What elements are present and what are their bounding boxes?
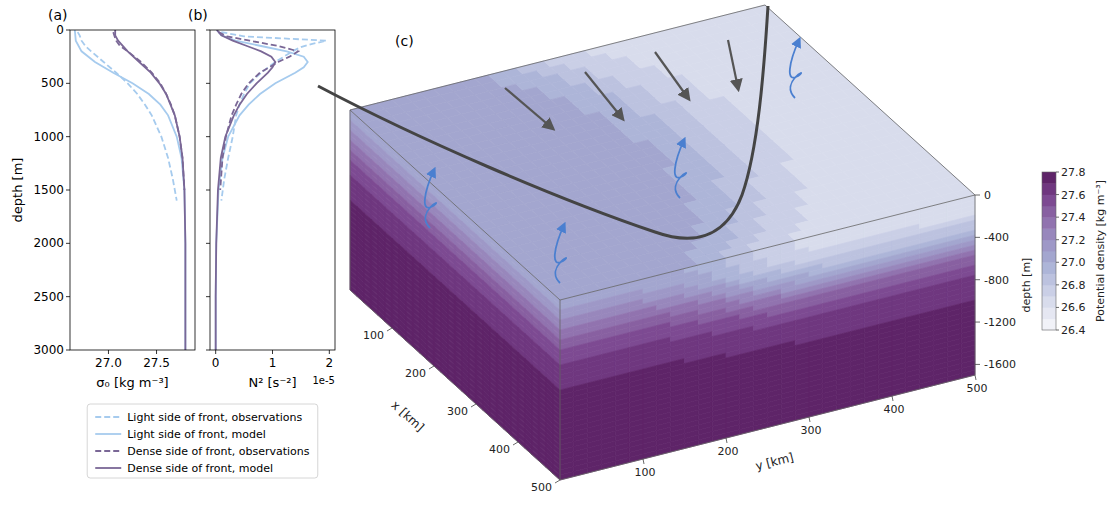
y-tick: [66, 350, 70, 351]
profile-line: [78, 32, 177, 201]
x-axis-title: σ₀ [kg m⁻³]: [96, 375, 168, 390]
x-tick-label: 2: [325, 356, 333, 370]
frame: [210, 30, 335, 350]
y-tick: [206, 243, 210, 244]
panel-1: 0 1 2 N² [s⁻²] 1e-5 (b): [188, 7, 335, 390]
x-tick-label: 27.0: [95, 356, 122, 370]
legend-label: Light side of front, model: [127, 428, 266, 441]
offset-label: 1e-5: [313, 375, 336, 386]
x-tick: [329, 350, 330, 354]
y-tick: [66, 296, 70, 297]
profile-line: [216, 30, 308, 350]
y-tick-label: 1000: [33, 130, 64, 144]
legend-label: Light side of front, observations: [127, 411, 302, 424]
lines: [75, 30, 186, 350]
y-tick-label: 0: [56, 23, 64, 37]
x-tick-label: 0: [212, 356, 220, 370]
x-tick: [108, 350, 109, 354]
legend-swatch: [95, 450, 121, 452]
y-tick: [66, 136, 70, 137]
y-tick: [66, 83, 70, 84]
panel-letter: (b): [188, 7, 208, 23]
x-tick: [215, 350, 216, 354]
x-tick: [156, 350, 157, 354]
y-tick: [206, 190, 210, 191]
y-tick-label: 500: [41, 76, 64, 90]
x-axis-title: N² [s⁻²]: [248, 375, 296, 390]
y-tick: [206, 136, 210, 137]
y-tick: [66, 190, 70, 191]
legend-frame: [87, 404, 318, 478]
lines: [216, 30, 327, 350]
density-field: [350, 5, 975, 480]
profile-line: [219, 32, 299, 190]
profile-line: [115, 30, 185, 350]
y-tick-label: 2000: [33, 236, 64, 250]
x-tick-label: 1: [269, 356, 277, 370]
y-axis-title: depth [m]: [10, 158, 25, 223]
legend-swatch: [95, 416, 121, 418]
y-tick: [206, 30, 210, 31]
frame: [70, 30, 195, 350]
x-tick-label: 27.5: [143, 356, 170, 370]
y-tick: [66, 30, 70, 31]
y-tick: [206, 83, 210, 84]
y-tick-label: 3000: [33, 343, 64, 357]
figure: 27.0 27.5 0 500 1000 1500 2000 2500 3000 σ₀ [kg m…: [0, 0, 1116, 506]
legend-swatch: [95, 467, 121, 469]
legend: Light side of front, observations Light s…: [87, 404, 318, 478]
legend-swatch: [95, 433, 121, 435]
profile-line: [216, 30, 276, 350]
y-tick: [206, 296, 210, 297]
profile-line: [75, 30, 186, 350]
panel-2: 1002003004005001002003004005000-400-800-…: [318, 5, 1107, 494]
y-tick: [206, 350, 210, 351]
panel-letter: (a): [48, 7, 68, 23]
panel-0: 27.0 27.5 0 500 1000 1500 2000 2500 3000 σ₀ [kg m…: [10, 7, 195, 390]
y-tick-label: 2500: [33, 290, 64, 304]
y-tick: [66, 243, 70, 244]
profile-line: [221, 32, 326, 201]
y-tick-label: 1500: [33, 183, 64, 197]
legend-label: Dense side of front, observations: [127, 445, 310, 458]
x-tick: [272, 350, 273, 354]
legend-label: Dense side of front, model: [127, 462, 273, 475]
